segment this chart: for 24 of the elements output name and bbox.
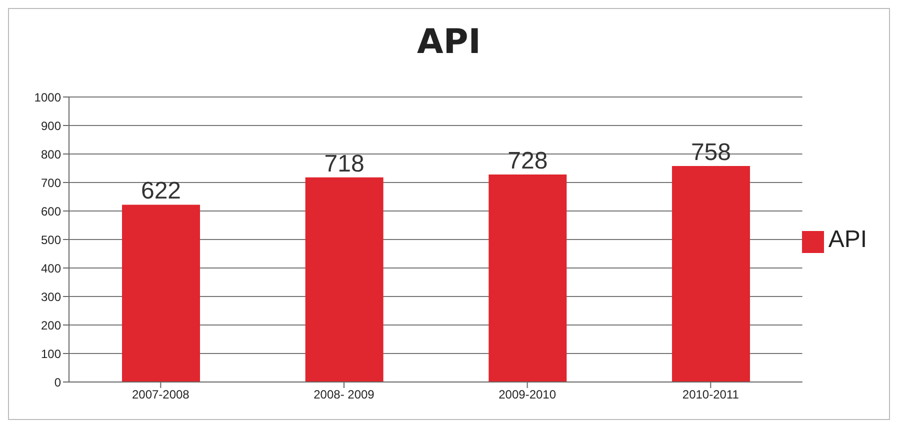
y-tick-label: 200 [40, 318, 62, 332]
x-tick-label: 2007-2008 [132, 388, 190, 402]
data-label: 622 [140, 178, 182, 205]
y-tick-label: 1000 [34, 90, 62, 104]
y-tick-label: 500 [40, 232, 62, 247]
y-tick-label: 700 [40, 176, 62, 190]
bar [672, 166, 750, 382]
legend-label: API [828, 226, 867, 252]
chart-title: API [416, 21, 482, 64]
y-tick-label: 100 [40, 346, 62, 361]
data-label: 728 [508, 148, 548, 175]
x-tick-label: 2008- 2009 [314, 388, 375, 402]
y-tick-label: 600 [40, 204, 62, 218]
y-tick-label: 400 [40, 261, 62, 276]
y-tick-label: 900 [40, 118, 62, 133]
x-tick-label: 2009-2010 [498, 388, 556, 402]
bar [122, 204, 200, 382]
y-tick-label: 800 [40, 147, 62, 162]
x-tick-label: 2010-2011 [682, 388, 740, 402]
bar [305, 177, 384, 382]
bar [488, 174, 567, 382]
y-tick-label: 300 [40, 290, 62, 304]
y-tick-label: 0 [54, 375, 62, 390]
data-label: 718 [324, 150, 364, 178]
